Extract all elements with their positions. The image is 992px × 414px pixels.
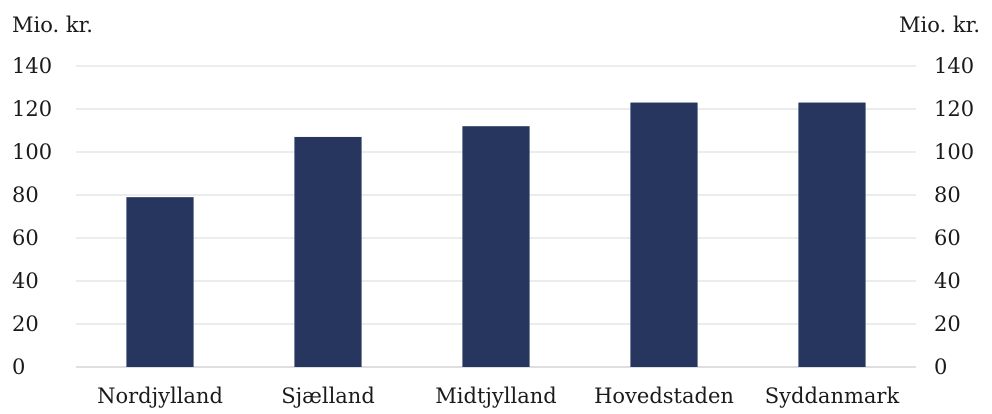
x-tick-label: Nordjylland [97,384,223,408]
x-tick-label: Sjælland [281,384,375,408]
y-tick-label-right: 100 [934,140,974,164]
y-tick-label-left: 140 [12,54,52,78]
x-tick-label: Midtjylland [435,384,556,408]
y-tick-label-right: 120 [934,97,974,121]
y-tick-label-right: 20 [934,312,961,336]
y-tick-label-left: 120 [12,97,52,121]
y-axis-title-left: Mio. kr. [12,13,93,37]
bar-hovedstaden [630,102,698,368]
y-tick-label-left: 0 [12,355,25,379]
y-tick-label-left: 60 [12,226,39,250]
y-tick-label-right: 60 [934,226,961,250]
y-tick-label-right: 0 [934,355,947,379]
y-tick-label-right: 40 [934,269,961,293]
bar-syddanmark [798,102,866,368]
y-tick-label-left: 20 [12,312,39,336]
x-axis-categories: Nordjylland Sjælland Midtjylland Hovedstade… [97,384,899,408]
y-tick-label-right: 80 [934,183,961,207]
x-tick-label: Hovedstaden [594,384,734,408]
x-tick-label: Syddanmark [765,384,900,408]
y-tick-label-left: 100 [12,140,52,164]
y-tick-label-left: 40 [12,269,39,293]
y-axis-title-right: Mio. kr. [899,13,980,37]
y-tick-label-left: 80 [12,183,39,207]
bar-nordjylland [126,197,194,367]
y-axis-left-ticks: 0 20 40 60 80 100 120 140 [12,54,52,379]
bar-sjælland [294,136,362,367]
bar-midtjylland [462,126,530,367]
y-tick-label-right: 140 [934,54,974,78]
bars [126,102,866,368]
y-axis-right-ticks: 0 20 40 60 80 100 120 140 [934,54,974,379]
